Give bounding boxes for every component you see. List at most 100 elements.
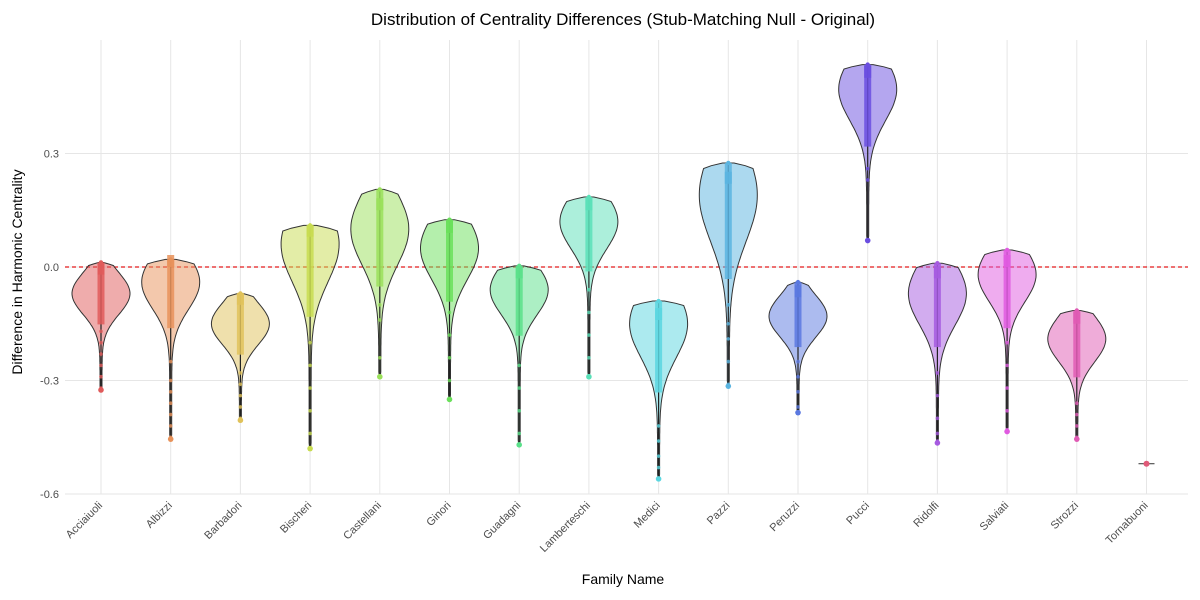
violin-ridolfi [907, 261, 967, 446]
outlier-point [517, 408, 521, 413]
upper-box [236, 293, 244, 305]
min-point [1074, 436, 1080, 442]
min-point [934, 440, 941, 446]
min-point [795, 409, 801, 416]
violin-pucci [838, 62, 898, 244]
outlier-point [656, 439, 661, 443]
max-point [656, 298, 661, 304]
max-point [726, 160, 731, 166]
upper-box [515, 265, 523, 279]
outlier-point [517, 386, 521, 390]
outlier-point [238, 382, 243, 387]
outlier-point [656, 454, 661, 458]
min-point [864, 237, 871, 244]
outlier-point [517, 363, 521, 368]
outlier-point [796, 359, 800, 364]
outlier-point [865, 178, 870, 182]
outlier-point [587, 356, 591, 360]
outlier-point [517, 431, 521, 436]
outlier-point [865, 166, 870, 171]
outlier-point [1075, 424, 1079, 428]
violin-albizzi [141, 255, 201, 442]
outlier-point [796, 405, 800, 409]
outlier-point [99, 329, 103, 334]
outlier-point [1005, 340, 1009, 345]
min-point [167, 436, 174, 442]
median-point [1143, 460, 1150, 467]
violin-tornabuoni [1138, 460, 1155, 467]
outlier-point [587, 287, 591, 292]
outlier-point [447, 333, 452, 337]
max-point [168, 257, 173, 262]
max-point [1004, 247, 1010, 253]
outlier-point [935, 371, 940, 375]
outlier-point [99, 340, 103, 345]
outlier-point [935, 393, 940, 398]
outlier-point [1075, 401, 1079, 406]
iqr-box [306, 224, 314, 317]
upper-box [446, 219, 453, 233]
upper-box [864, 64, 872, 78]
outlier-point [726, 303, 731, 307]
upper-box [724, 162, 732, 184]
outlier-point [378, 356, 382, 360]
upper-box [655, 301, 663, 320]
outlier-point [1005, 363, 1009, 368]
max-point [935, 261, 940, 266]
iqr-box [933, 266, 941, 348]
iqr-box [376, 198, 384, 287]
outlier-point [238, 405, 243, 409]
outlier-point [796, 374, 800, 379]
outlier-point [587, 333, 591, 337]
max-point [98, 260, 104, 265]
iqr-box [585, 198, 593, 272]
outlier-point [238, 393, 243, 398]
iqr-box [1003, 255, 1011, 329]
chart-title: Distribution of Centrality Differences (… [371, 10, 875, 29]
min-point [725, 383, 732, 389]
outlier-point [99, 363, 103, 368]
max-point [447, 217, 452, 222]
violin-bischeri [280, 223, 340, 452]
min-point [1004, 428, 1010, 435]
iqr-box [236, 292, 244, 355]
violin-guadagni [489, 263, 549, 448]
outlier-point [168, 401, 173, 406]
outlier-point [656, 465, 661, 470]
min-point [586, 373, 592, 380]
outlier-point [308, 340, 312, 345]
outlier-point [1075, 412, 1079, 417]
outlier-point [447, 378, 452, 383]
outlier-point [378, 318, 382, 322]
iqr-box [655, 307, 663, 393]
violin-peruzzi [768, 279, 828, 416]
y-tick-label: -0.3 [40, 376, 59, 388]
upper-box [1073, 310, 1081, 324]
outlier-point [587, 310, 591, 315]
max-point [238, 291, 243, 296]
outlier-point [656, 424, 661, 428]
max-point [795, 279, 801, 285]
max-point [586, 194, 592, 200]
outlier-point [238, 371, 243, 375]
violin-barbadori [210, 291, 270, 424]
max-point [1074, 308, 1080, 313]
max-point [865, 62, 870, 67]
iqr-box [1073, 311, 1081, 378]
y-axis-title: Difference in Harmonic Centrality [9, 169, 25, 374]
outlier-point [935, 431, 940, 436]
outlier-point [378, 303, 382, 307]
outlier-point [99, 374, 103, 379]
upper-box [1003, 249, 1011, 267]
upper-box [585, 197, 593, 211]
max-point [377, 187, 382, 192]
violin-castellani [350, 187, 410, 380]
min-point [307, 445, 313, 452]
iqr-box [794, 285, 802, 348]
violin-lamberteschi [559, 194, 619, 380]
outlier-point [168, 412, 173, 417]
outlier-point [447, 310, 452, 315]
min-point [446, 396, 453, 403]
outlier-point [726, 359, 731, 364]
